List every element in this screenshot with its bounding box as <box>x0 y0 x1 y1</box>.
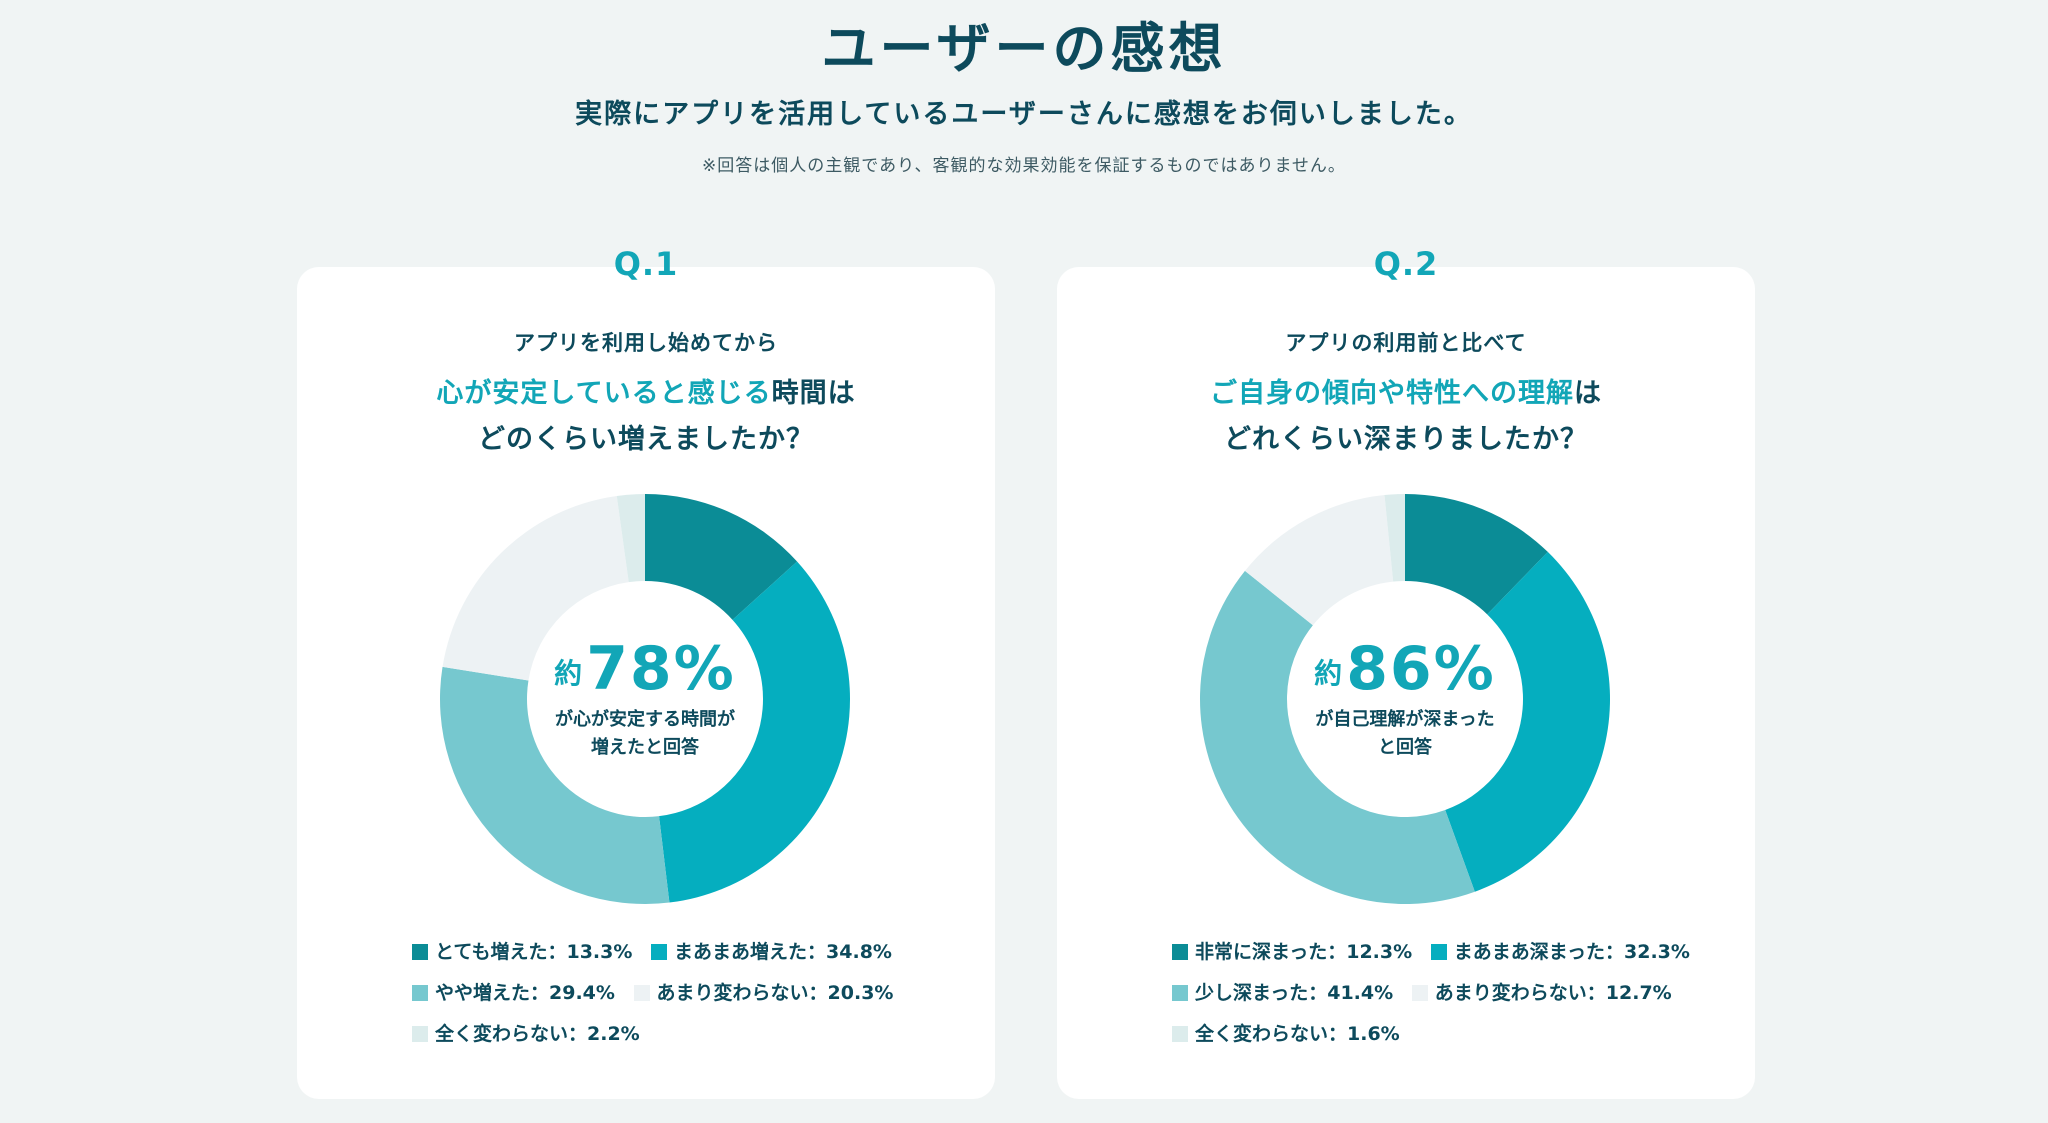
donut-slice-1 <box>645 494 798 620</box>
legend-swatch <box>633 985 650 1001</box>
question-text: 心が安定していると感じる時間は どのくらい増えましたか？ <box>297 371 995 463</box>
legend-swatch <box>412 985 428 1001</box>
donut-slice-5 <box>1384 494 1405 582</box>
question-text: ご自身の傾向や特性への理解は どれくらい深まりましたか？ <box>1057 371 1755 463</box>
donut-slice-5 <box>616 494 645 583</box>
legend-item: 非常に深まった：12.3% <box>1172 937 1412 964</box>
legend-label: やや増えた：29.4% <box>435 982 615 1004</box>
question-number: Q.2 <box>1373 245 1439 283</box>
question-lead: アプリの利用前と比べて <box>1285 331 1527 355</box>
legend-swatch <box>412 1026 428 1042</box>
question-line-2: どのくらい増えましたか？ <box>478 424 814 455</box>
legend-swatch <box>1172 1026 1188 1042</box>
donut-slice-3 <box>440 666 670 904</box>
center-caption: が自己理解が深まった と回答 <box>1195 706 1615 762</box>
legend-label: まあまあ深まった：32.3% <box>1453 941 1690 963</box>
question-rest: 時間は <box>771 378 856 409</box>
legend-swatch <box>1172 985 1188 1001</box>
survey-card-q1: Q.1 アプリを利用し始めてから 心が安定していると感じる時間は どのくらい増え… <box>297 245 995 1099</box>
percentage-value: 86% <box>1346 634 1496 704</box>
percentage-value: 78% <box>586 634 736 704</box>
caption-line-2: と回答 <box>1378 737 1432 758</box>
center-percentage: 約78% <box>435 634 855 704</box>
legend-label: あまり変わらない：20.3% <box>656 982 894 1004</box>
legend-label: 少し深まった：41.4% <box>1195 982 1394 1004</box>
legend-item: まあまあ増えた：34.8% <box>651 937 892 964</box>
center-caption: が心が安定する時間が 増えたと回答 <box>435 706 855 762</box>
legend-swatch <box>1172 944 1188 960</box>
donut-chart-q2: 約86% が自己理解が深まった と回答 <box>1195 489 1615 909</box>
approx-label: 約 <box>554 657 583 690</box>
donut-slice-4 <box>442 495 629 681</box>
legend-item: 少し深まった：41.4% <box>1172 978 1393 1005</box>
donut-chart-q1: 約78% が心が安定する時間が 増えたと回答 <box>435 489 855 909</box>
page-title: ユーザーの感想 <box>821 17 1227 80</box>
question-highlight: ご自身の傾向や特性への理解 <box>1210 378 1574 409</box>
caption-line-2: 増えたと回答 <box>591 737 699 758</box>
legend-item: とても増えた：13.3% <box>412 937 632 964</box>
donut-slice-1 <box>1405 494 1548 615</box>
caption-line-1: が心が安定する時間が <box>555 709 735 730</box>
center-percentage: 約86% <box>1195 634 1615 704</box>
legend-swatch <box>651 944 668 960</box>
legend-swatch <box>1430 944 1447 960</box>
donut-slice-2 <box>1445 551 1610 892</box>
legend-item: あまり変わらない：20.3% <box>633 978 894 1005</box>
donut-chart-svg <box>440 494 850 904</box>
chart-legend: 非常に深まった：12.3% まあまあ深まった：32.3% 少し深まった：41.4… <box>1172 937 1692 1060</box>
disclaimer-note: ※回答は個人の主観であり、客観的な効果効能を保証するものではありません。 <box>702 156 1346 176</box>
legend-item: まあまあ深まった：32.3% <box>1430 937 1690 964</box>
donut-slice-3 <box>1200 570 1475 904</box>
legend-label: 非常に深まった：12.3% <box>1195 941 1413 963</box>
legend-label: とても増えた：13.3% <box>435 941 633 963</box>
question-highlight: 心が安定していると感じる <box>436 378 772 409</box>
question-line-2: どれくらい深まりましたか？ <box>1224 424 1588 455</box>
question-lead: アプリを利用し始めてから <box>514 331 778 355</box>
legend-item: 全く変わらない：1.6% <box>1172 1019 1400 1046</box>
chart-legend: とても増えた：13.3% まあまあ増えた：34.8% やや増えた：29.4% あ… <box>412 937 932 1060</box>
legend-label: まあまあ増えた：34.8% <box>674 941 892 963</box>
question-rest: は <box>1574 378 1602 409</box>
legend-item: あまり変わらない：12.7% <box>1411 978 1672 1005</box>
page-subtitle: 実際にアプリを活用しているユーザーさんに感想をお伺いしました。 <box>575 99 1473 130</box>
donut-center-label: 約78% が心が安定する時間が 増えたと回答 <box>435 634 855 762</box>
legend-label: 全く変わらない：1.6% <box>1195 1023 1400 1045</box>
legend-swatch <box>412 944 428 960</box>
donut-chart-svg <box>1200 494 1610 904</box>
legend-label: 全く変わらない：2.2% <box>435 1023 640 1045</box>
question-number: Q.1 <box>613 245 679 283</box>
legend-item: やや増えた：29.4% <box>412 978 615 1005</box>
legend-label: あまり変わらない：12.7% <box>1434 982 1672 1004</box>
survey-card-q2: Q.2 アプリの利用前と比べて ご自身の傾向や特性への理解は どれくらい深まりま… <box>1057 245 1755 1099</box>
legend-item: 全く変わらない：2.2% <box>412 1019 640 1046</box>
caption-line-1: が自己理解が深まった <box>1315 709 1495 730</box>
legend-swatch <box>1411 985 1428 1001</box>
donut-center-label: 約86% が自己理解が深まった と回答 <box>1195 634 1615 762</box>
donut-slice-4 <box>1244 495 1394 626</box>
approx-label: 約 <box>1314 657 1343 690</box>
donut-slice-2 <box>659 561 850 903</box>
